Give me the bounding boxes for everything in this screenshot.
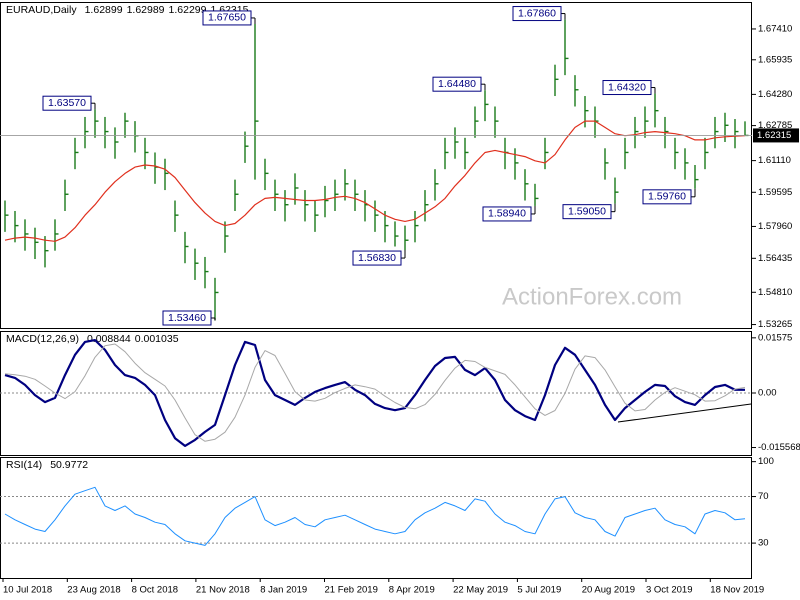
price-label: 1.62315 [757,130,791,141]
y-tick-label: -0.015568 [758,442,800,453]
annotation-box [512,6,562,22]
panel-title: RSI(14) [6,459,42,471]
panel-title: MACD(12,26,9) [6,333,79,345]
y-tick-label: 100 [758,456,774,467]
y-tick-label: 1.67410 [758,23,792,34]
y-tick-label: 1.57960 [758,221,792,232]
annotation-label: 1.58940 [488,208,526,220]
x-tick-label: 21 Feb 2019 [325,585,378,596]
annotation-label: 1.56830 [358,252,396,264]
annotation-label: 1.53460 [168,312,206,324]
header-value: 1.62299 [169,4,207,16]
panel-title: EURAUD,Daily [6,4,77,16]
annotation-box [162,310,212,326]
header-value: 1.62899 [85,4,123,16]
panel-frame [0,457,752,579]
x-tick-label: 8 Jan 2019 [260,585,307,596]
x-tick-label: 8 Oct 2018 [132,585,178,596]
trendline [617,403,752,423]
watermark: ActionForex.com [502,283,682,310]
line [4,339,745,447]
header-value: 0.008844 [87,333,131,345]
y-tick-label: 1.53265 [758,319,792,330]
annotation-label: 1.59050 [568,205,606,217]
annotation-box [602,80,652,96]
line [4,486,746,546]
price-label-box [753,128,799,143]
annotation-label: 1.59760 [648,191,686,203]
y-tick-label: 1.65935 [758,54,792,65]
annotation-label: 1.67860 [518,7,556,19]
y-tick-label: 70 [758,491,769,502]
annotation-box [642,189,692,205]
x-tick-label: 3 Oct 2019 [646,585,692,596]
y-tick-label: 1.64280 [758,89,792,100]
annotation-label: 1.64320 [608,81,646,93]
header-value: 1.62989 [127,4,165,16]
annotation-label: 1.67650 [208,12,246,24]
annotation-label: 1.64480 [438,78,476,90]
annotation-box [432,76,482,92]
y-tick-label: 1.59595 [758,187,792,198]
x-tick-label: 5 Jul 2019 [517,585,561,596]
y-tick-label: 0.00 [758,388,777,399]
y-tick-label: 1.54810 [758,287,792,298]
annotation-box [482,206,532,222]
y-tick-label: 30 [758,538,769,549]
line [4,343,746,442]
x-tick-label: 21 Nov 2018 [196,585,250,596]
x-tick-label: 20 Aug 2019 [582,585,635,596]
x-tick-label: 22 May 2019 [453,585,508,596]
x-tick-label: 10 Jul 2018 [3,585,52,596]
panel-frame [0,2,752,329]
x-tick-label: 23 Aug 2018 [67,585,120,596]
y-tick-label: 1.56435 [758,253,792,264]
annotation-box [42,95,92,111]
x-tick-label: 18 Nov 2019 [710,585,764,596]
y-tick-label: 0.01575 [758,332,792,343]
annotation-label: 1.63570 [48,97,86,109]
annotation-box [202,10,252,26]
y-tick-label: 1.62785 [758,120,792,131]
y-tick-label: 1.61110 [758,155,791,166]
annotation-box [352,250,402,266]
annotation-box [562,204,612,220]
header-value: 0.001035 [135,333,179,345]
x-tick-label: 8 Apr 2019 [389,585,435,596]
header-value: 50.9772 [50,459,88,471]
